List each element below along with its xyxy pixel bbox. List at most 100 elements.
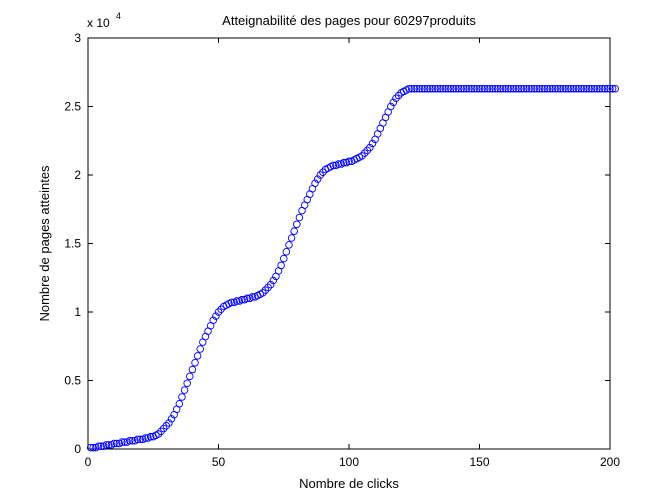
- data-point: [441, 84, 450, 93]
- data-point: [316, 171, 325, 179]
- data-point: [105, 441, 113, 449]
- data-point: [167, 415, 176, 423]
- data-point: [196, 345, 204, 353]
- data-point: [473, 84, 481, 93]
- data-point: [457, 84, 465, 93]
- data-point: [112, 439, 121, 448]
- data-point: [426, 84, 434, 93]
- y-tick-label: 3: [74, 31, 81, 45]
- data-point: [118, 438, 126, 446]
- data-point: [178, 393, 186, 401]
- data-point: [509, 84, 518, 93]
- data-point: [488, 84, 497, 93]
- data-point: [556, 84, 565, 93]
- data-point: [585, 84, 593, 93]
- data-point: [577, 84, 586, 93]
- data-point: [454, 84, 463, 93]
- data-point: [340, 158, 348, 167]
- data-point: [128, 437, 137, 445]
- data-point: [538, 84, 546, 93]
- data-point: [86, 443, 95, 452]
- data-point: [389, 98, 398, 107]
- data-point: [559, 84, 567, 93]
- data-point: [159, 424, 168, 433]
- y-axis-label: Nombre de pages atteintes: [37, 165, 52, 322]
- data-point: [551, 84, 559, 93]
- x-tick-label: 50: [212, 455, 226, 469]
- data-point: [590, 84, 599, 93]
- data-point: [436, 84, 445, 93]
- data-point: [311, 179, 319, 187]
- data-point: [564, 84, 572, 93]
- data-point: [261, 286, 270, 294]
- tick-marks: [87, 37, 611, 450]
- data-point: [467, 84, 476, 93]
- data-point: [501, 84, 510, 93]
- data-point: [611, 84, 619, 93]
- data-point: [277, 261, 285, 270]
- data-point: [110, 439, 118, 448]
- data-point: [394, 91, 403, 100]
- data-point: [165, 419, 173, 427]
- data-point: [548, 84, 557, 93]
- data-point: [154, 430, 163, 438]
- data-point: [527, 84, 536, 93]
- data-point: [217, 305, 225, 314]
- data-point: [535, 84, 544, 93]
- y-tick-label: 1.5: [64, 237, 81, 251]
- data-point: [569, 84, 578, 93]
- data-point: [89, 443, 97, 452]
- data-point: [126, 437, 134, 445]
- data-point: [387, 102, 395, 111]
- data-point: [233, 297, 241, 305]
- data-point: [499, 84, 507, 93]
- data-point: [465, 84, 473, 93]
- data-point: [313, 175, 322, 183]
- data-point: [522, 84, 531, 93]
- y-tick-label: 2.5: [64, 100, 81, 114]
- data-point: [587, 84, 596, 93]
- data-point: [191, 358, 199, 367]
- y-tick-label: 1: [74, 305, 81, 319]
- data-point: [603, 84, 612, 93]
- data-point: [280, 254, 288, 263]
- chart-title: Atteignabilité des pages pour 60297produ…: [222, 13, 476, 28]
- data-point: [608, 84, 617, 93]
- data-point: [413, 84, 421, 93]
- data-point: [574, 84, 583, 93]
- data-point: [431, 84, 439, 93]
- data-point: [227, 298, 236, 307]
- data-point: [329, 161, 338, 170]
- y-axis-exponent-power: 4: [116, 11, 121, 21]
- data-point: [214, 308, 223, 316]
- data-point: [368, 139, 377, 148]
- data-point: [593, 84, 601, 93]
- y-axis-exponent-base: x 10: [87, 16, 110, 30]
- data-point: [554, 84, 562, 93]
- data-point: [405, 84, 413, 93]
- data-point: [439, 84, 447, 93]
- data-point: [480, 84, 489, 93]
- data-point: [541, 84, 549, 93]
- data-point: [433, 84, 442, 93]
- data-point: [606, 84, 614, 93]
- data-point: [452, 84, 460, 93]
- data-point: [94, 442, 103, 451]
- data-point: [428, 84, 437, 93]
- data-point: [248, 293, 257, 301]
- data-point: [102, 441, 111, 449]
- data-point: [483, 84, 492, 93]
- data-point: [407, 84, 416, 93]
- data-point: [186, 372, 194, 381]
- data-point: [345, 157, 353, 166]
- data-point: [269, 276, 278, 285]
- data-point: [462, 84, 471, 93]
- x-tick-label: 200: [600, 455, 620, 469]
- data-point: [520, 84, 528, 93]
- y-tick-label: 0: [74, 442, 81, 456]
- data-points: [86, 84, 619, 452]
- x-tick-label: 100: [339, 455, 359, 469]
- data-point: [491, 84, 499, 93]
- data-point: [418, 84, 426, 93]
- data-point: [444, 84, 452, 93]
